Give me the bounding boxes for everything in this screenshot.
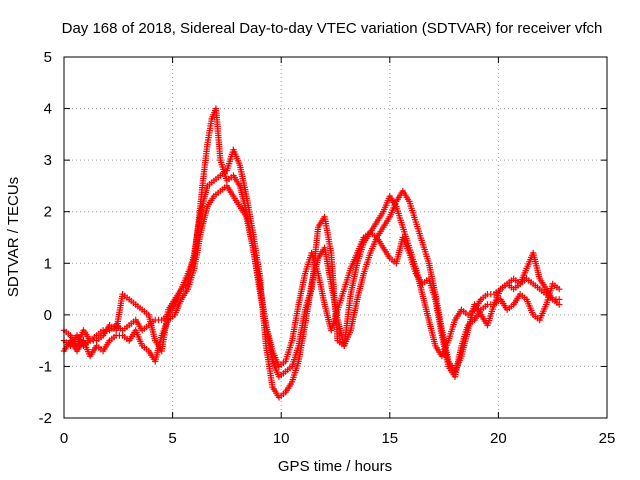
y-tick-label: 0	[44, 307, 52, 324]
x-tick-label: 0	[60, 430, 68, 447]
x-axis-label: GPS time / hours	[278, 458, 392, 475]
chart-title: Day 168 of 2018, Sidereal Day-to-day VTE…	[62, 20, 603, 37]
y-tick-label: 4	[44, 101, 52, 118]
data-points	[60, 105, 563, 401]
y-axis-label: SDTVAR / TECUs	[5, 177, 22, 297]
plot-frame	[63, 56, 608, 419]
x-tick-label: 5	[168, 430, 176, 447]
x-tick-label: 20	[490, 430, 507, 447]
y-tick-label: -2	[39, 410, 52, 427]
x-tick-label: 15	[381, 430, 398, 447]
y-tick-label: 5	[44, 49, 52, 66]
y-tick-label: -1	[39, 358, 52, 375]
y-tick-label: 3	[44, 152, 52, 169]
y-tick-label: 2	[44, 204, 52, 221]
axis-ticks	[63, 56, 608, 419]
y-tick-label: 1	[44, 255, 52, 272]
y-tick-labels: -2 -1 0 1 2 3 4 5	[39, 49, 52, 427]
x-tick-label: 25	[599, 430, 616, 447]
x-tick-labels: 0 5 10 15 20 25	[60, 430, 616, 447]
x-tick-label: 10	[273, 430, 290, 447]
grid	[64, 57, 607, 418]
